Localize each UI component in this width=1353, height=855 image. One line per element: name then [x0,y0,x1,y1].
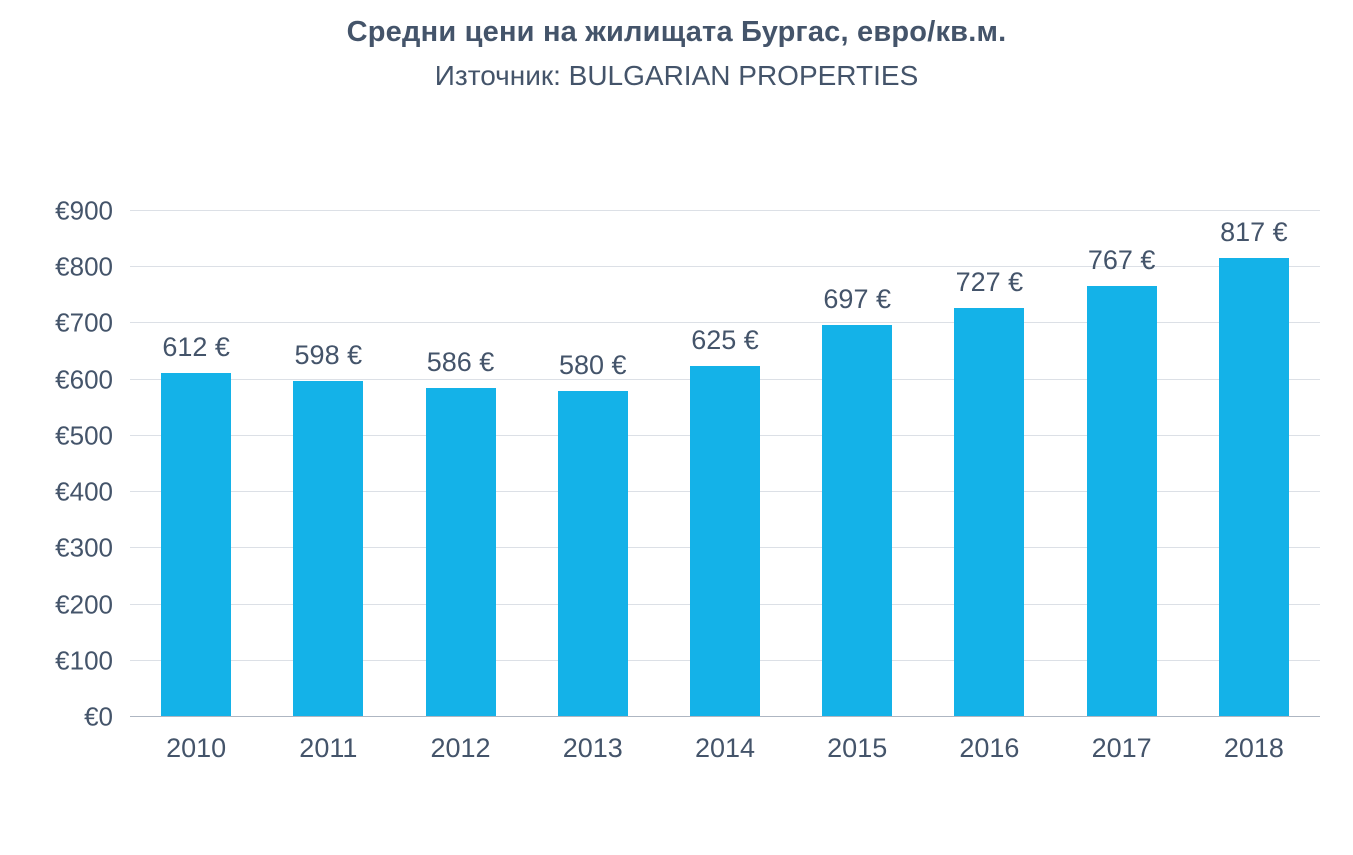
y-axis-tick-label: €300 [55,532,113,563]
bar-value-label: 612 € [162,331,230,362]
bar-slot: 580 € [527,211,659,717]
x-axis-line [130,716,1320,717]
bar [293,380,364,717]
bar-slot: 727 € [923,211,1055,717]
bar-slot: 697 € [791,211,923,717]
bar [822,325,893,717]
bar-value-label: 817 € [1220,216,1288,247]
x-axis-tick-label: 2014 [694,733,756,763]
bar-slot: 817 € [1188,211,1320,717]
bar [557,390,628,717]
x-axis-tick-label: 2015 [827,733,888,763]
bar-slot: 767 € [1056,211,1188,717]
bar [954,308,1025,717]
gridline [130,266,1320,268]
y-axis-tick-label: €200 [55,589,113,620]
bar-value-label: 586 € [426,346,495,377]
x-axis-tick-label: 2018 [1223,733,1284,763]
bar-value-label: 767 € [1087,244,1156,275]
bar-value-label: 697 € [823,284,891,315]
bar [689,365,760,717]
bars-row: 612 € 598 € 586 € 580 € 625 € 697 € 727 € 767 €… [130,211,1320,717]
y-axis-tick-label: €600 [55,364,113,395]
gridline [130,210,1320,211]
y-axis-labels: €0 €100 €200 €300 €400 €500 €600 €700 €800 €900 [0,196,113,732]
bar-slot: 625 € [659,211,791,717]
bar-value-label: 580 € [558,349,627,380]
y-axis-tick-label: €900 [55,195,113,226]
bar-value-label: 727 € [955,267,1024,298]
bar [1086,285,1157,717]
bar-value-label: 598 € [294,339,363,370]
bar [1218,257,1289,717]
bar [425,387,496,717]
bar-slot: 586 € [394,211,526,717]
plot-area: 612 € 598 € 586 € 580 € 625 € 697 € 727 € 767 €… [130,210,1320,717]
chart-title: Средни цени на жилищата Бургас, евро/кв.… [346,16,1007,48]
bar-slot: 612 € [130,211,262,717]
x-axis-tick-label: 2013 [562,733,623,763]
bar-value-label: 625 € [691,324,759,355]
x-axis-tick-label: 2011 [299,733,358,763]
y-axis-tick-label: €400 [55,476,113,507]
bar [161,372,232,717]
x-axis-tick-label: 2012 [430,733,491,763]
y-axis-tick-label: €500 [55,420,113,451]
x-axis-labels: 2010 2011 2012 2013 2014 2015 2016 2017 2018 [130,733,1320,764]
y-axis-tick-label: €800 [55,251,113,282]
x-axis-tick-label: 2017 [1091,733,1152,763]
y-axis-tick-label: €0 [84,701,113,732]
gridline [130,322,1320,324]
y-axis-tick-label: €700 [55,307,113,338]
bar-slot: 598 € [262,211,394,717]
x-axis-tick-label: 2016 [959,733,1020,763]
chart-subtitle: Източник: BULGARIAN PROPERTIES [434,60,919,91]
y-axis-tick-label: €100 [55,645,113,676]
x-axis-tick-label: 2010 [166,733,227,763]
